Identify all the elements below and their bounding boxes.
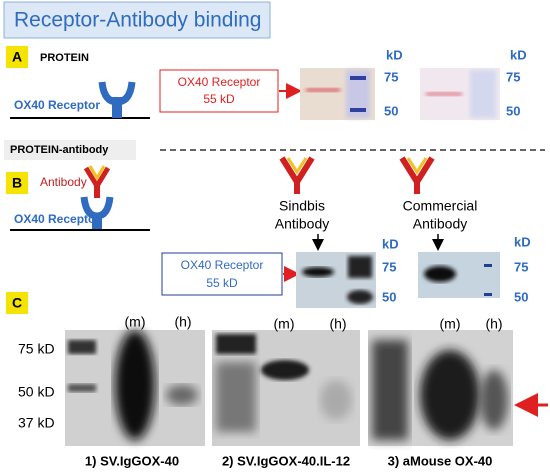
antibody-name: Antibody [413,216,467,232]
box-line: OX40 Receptor [178,75,261,89]
marker-label: 75 [382,259,396,274]
lane-label: (h) [329,316,346,332]
panel-heading: PROTEIN [40,52,89,64]
marker-label: 50 [382,289,396,304]
antibody-label: Antibody [40,175,87,189]
lane-label: (h) [485,316,502,332]
unit-label: kD [510,47,527,62]
marker-label: 37 kD [18,415,55,431]
antibody-icon [279,156,435,194]
receptor-label: OX40 Receptor [14,98,100,112]
blot [65,330,205,446]
blot-caption: 2) SV.IgGOX-40.IL-12 [222,453,350,468]
panel-label: C [12,295,22,311]
title-box [3,1,271,39]
marker-label: 50 [384,103,398,118]
heading-box [4,140,136,160]
marker-label: 75 kD [18,341,55,357]
marker-label: 50 [506,103,520,118]
blot-caption: 1) SV.IgGOX-40 [85,453,179,468]
blot-caption: 3) aMouse OX-40 [388,453,493,468]
marker-label: 75 [384,69,398,84]
panel-badge [6,292,28,314]
panel-heading: PROTEIN-antibody [10,144,109,156]
antibody-name: Sindbis [279,198,325,214]
marker-label: 50 kD [18,384,55,400]
panel-label: A [12,49,22,65]
unit-label: kD [386,47,403,62]
marker-label: 75 [514,259,528,274]
blot [300,68,375,120]
info-box [161,252,283,296]
unit-label: kD [514,234,531,249]
blot [418,252,500,298]
marker-label: 75 [506,69,520,84]
title: Receptor-Antibody binding [14,9,262,32]
panel-badge [6,46,28,68]
receptor-antibody-icon [10,165,150,231]
lane-label: (m) [440,316,461,332]
panel-label: B [12,175,22,191]
blot [420,68,500,120]
box-line: 55 kD [203,92,235,106]
lane-label: (m) [125,314,146,330]
blot [212,330,360,446]
info-box [159,69,279,113]
blot [296,252,376,308]
marker-label: 50 [514,289,528,304]
lane-label: (h) [174,314,191,330]
panel-badge [6,172,28,194]
unit-label: kD [382,236,399,251]
receptor-icon [10,81,150,119]
receptor-label: OX40 Receptor [14,212,100,226]
antibody-name: Antibody [275,216,329,232]
antibody-name: Commercial [403,198,478,214]
blot [368,330,513,446]
box-line: 55 kD [206,276,238,290]
box-line: OX40 Receptor [181,258,264,272]
lane-label: (m) [274,316,295,332]
